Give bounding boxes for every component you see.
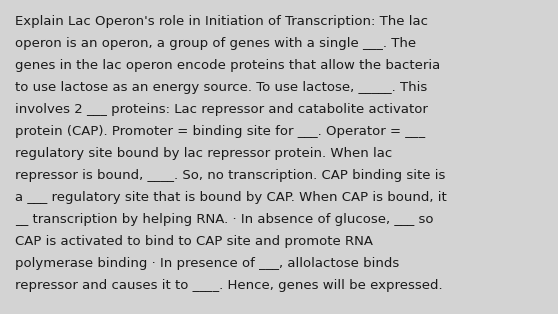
Text: Explain Lac Operon's role in Initiation of Transcription: The lac: Explain Lac Operon's role in Initiation … <box>15 15 428 28</box>
Text: __ transcription by helping RNA. · In absence of glucose, ___ so: __ transcription by helping RNA. · In ab… <box>15 213 434 226</box>
Text: repressor is bound, ____. So, no transcription. CAP binding site is: repressor is bound, ____. So, no transcr… <box>15 169 445 182</box>
Text: polymerase binding · In presence of ___, allolactose binds: polymerase binding · In presence of ___,… <box>15 257 400 270</box>
Text: CAP is activated to bind to CAP site and promote RNA: CAP is activated to bind to CAP site and… <box>15 235 373 248</box>
Text: a ___ regulatory site that is bound by CAP. When CAP is bound, it: a ___ regulatory site that is bound by C… <box>15 191 447 204</box>
Text: involves 2 ___ proteins: Lac repressor and catabolite activator: involves 2 ___ proteins: Lac repressor a… <box>15 103 428 116</box>
Text: genes in the lac operon encode proteins that allow the bacteria: genes in the lac operon encode proteins … <box>15 59 440 72</box>
Text: to use lactose as an energy source. To use lactose, _____. This: to use lactose as an energy source. To u… <box>15 81 427 94</box>
Text: repressor and causes it to ____. Hence, genes will be expressed.: repressor and causes it to ____. Hence, … <box>15 279 442 292</box>
Text: regulatory site bound by lac repressor protein. When lac: regulatory site bound by lac repressor p… <box>15 147 392 160</box>
Text: protein (CAP). Promoter = binding site for ___. Operator = ___: protein (CAP). Promoter = binding site f… <box>15 125 425 138</box>
Text: operon is an operon, a group of genes with a single ___. The: operon is an operon, a group of genes wi… <box>15 37 416 50</box>
